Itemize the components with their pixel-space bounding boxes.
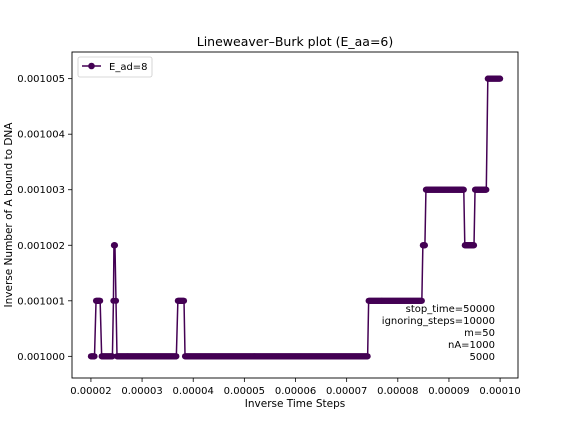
annotations: stop_time=50000ignoring_steps=10000m=50n…: [382, 304, 495, 363]
x-tick-label: 0.00003: [121, 386, 162, 397]
x-tick-label: 0.00009: [428, 386, 469, 397]
y-tick-label: 0.001003: [17, 185, 65, 196]
data-point: [91, 353, 98, 360]
y-tick-label: 0.001004: [17, 130, 65, 141]
legend-box: [77, 56, 153, 78]
data-point: [460, 186, 467, 193]
annotation-line: m=50: [464, 328, 495, 339]
x-axis-label: Inverse Time Steps: [245, 398, 345, 410]
x-tick-label: 0.00007: [326, 386, 367, 397]
y-axis-label: Inverse Number of A bound to DNA: [3, 122, 15, 308]
annotation-line: nA=1000: [448, 340, 495, 351]
y-tick-label: 0.001005: [17, 74, 65, 85]
y-tick-label: 0.001001: [17, 296, 65, 307]
data-point: [364, 353, 371, 360]
data-point: [497, 75, 504, 82]
x-tick-label: 0.00004: [173, 386, 214, 397]
data-point: [483, 186, 490, 193]
data-point: [111, 242, 119, 249]
data-point: [109, 353, 116, 360]
axes-frame: [71, 51, 519, 379]
data-point: [418, 297, 425, 304]
plot-area: [71, 51, 519, 379]
x-tick-label: 0.00002: [70, 386, 111, 397]
x-tick-label: 0.00010: [479, 386, 520, 397]
y-axis: 0.001000 0.001001 0.001002 0.001003 0.001004…: [17, 74, 72, 363]
data-point: [173, 353, 180, 360]
annotation-line: 5000: [470, 352, 495, 363]
data-point: [470, 242, 478, 249]
annotation-line: ignoring_steps=10000: [382, 316, 495, 327]
legend-dot-marker: [88, 62, 95, 70]
data-point: [421, 242, 429, 249]
x-tick-label: 0.00005: [224, 386, 265, 397]
data-point: [97, 297, 104, 304]
data-point: [180, 297, 188, 304]
chart-title: Lineweaver–Burk plot (E_aa=6): [197, 34, 394, 49]
legend-label: E_ad=8: [109, 62, 148, 73]
x-tick-label: 0.00006: [275, 386, 316, 397]
y-tick-label: 0.001000: [17, 352, 65, 363]
annotation-line: stop_time=50000: [406, 304, 495, 315]
x-tick-label: 0.00008: [377, 386, 418, 397]
legend: E_ad=8: [77, 56, 153, 78]
series-layer: [87, 75, 504, 360]
data-point: [112, 297, 120, 304]
x-axis: 0.00002 0.00003 0.00004 0.00005 0.00006 0.000…: [70, 378, 521, 397]
y-tick-label: 0.001002: [17, 241, 65, 252]
